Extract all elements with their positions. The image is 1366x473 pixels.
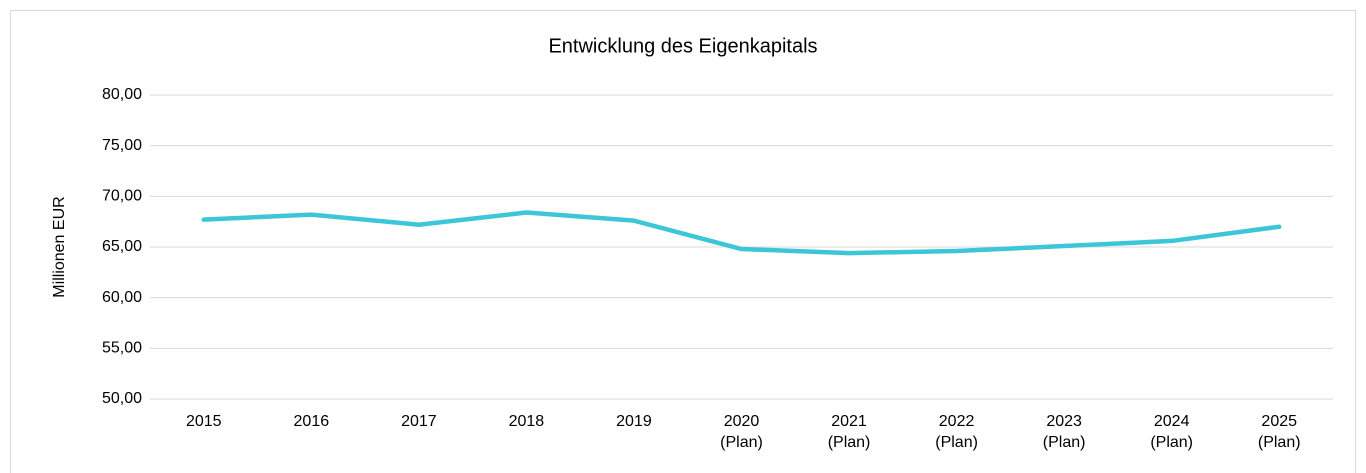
x-tick-label: 2018 [509,413,545,430]
x-tick-label: 2016 [294,413,330,430]
y-tick-label: 70,00 [102,188,142,205]
x-tick-label: 2020 (Plan) [720,413,763,451]
y-tick-label: 80,00 [102,86,142,103]
y-tick-label: 55,00 [102,340,142,357]
x-tick-label: 2025 (Plan) [1258,413,1301,451]
x-tick-label: 2017 [401,413,437,430]
chart-title: Entwicklung des Eigenkapitals [548,35,817,57]
y-axis-label: Millionen EUR [51,196,68,297]
x-tick-label: 2023 (Plan) [1043,413,1086,451]
y-tick-label: 50,00 [102,390,142,407]
x-tick-label: 2015 [186,413,222,430]
y-tick-label: 65,00 [102,238,142,255]
y-tick-label: 60,00 [102,289,142,306]
x-tick-label: 2021 (Plan) [828,413,871,451]
line-series [201,210,1282,256]
x-tick-label: 2019 [616,413,652,430]
x-tick-label: 2022 (Plan) [935,413,978,451]
x-tick-label: 2024 (Plan) [1150,413,1193,451]
y-tick-label: 75,00 [102,137,142,154]
